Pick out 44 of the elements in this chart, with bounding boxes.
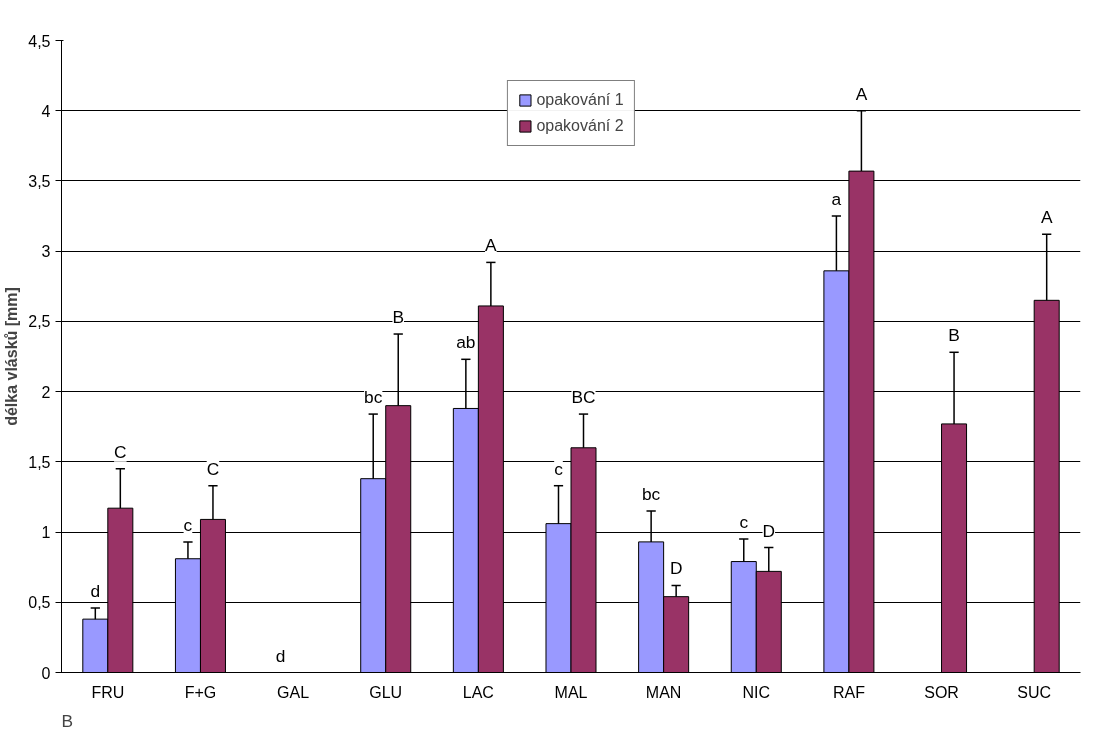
annotation: A: [855, 83, 868, 104]
x-tick-label: NIC: [742, 683, 771, 701]
legend-label: opakování 1: [536, 91, 624, 109]
x-tick-label: MAL: [554, 683, 588, 701]
annotation: ab: [456, 332, 476, 353]
annotation: C: [206, 458, 220, 479]
annotation: D: [669, 558, 683, 579]
annotation: c: [183, 514, 193, 535]
x-tick-label: MAN: [645, 683, 682, 701]
y-tick-label: 0,5: [28, 594, 51, 612]
annotation: d: [90, 580, 101, 601]
y-tick-label: 3: [41, 243, 51, 261]
annotation: c: [739, 512, 749, 533]
x-tick-label: LAC: [462, 683, 494, 701]
annotation: C: [114, 441, 127, 462]
annotation: A: [1040, 207, 1053, 228]
annotation: BC: [571, 387, 596, 408]
x-tick-label: SOR: [924, 683, 959, 701]
y-axis-title: délka vlásků [mm]: [3, 287, 21, 426]
y-tick-label: 0: [41, 664, 51, 682]
x-tick-label: GAL: [277, 683, 310, 701]
annotation: B: [392, 307, 405, 328]
y-tick-label: 2,5: [28, 313, 51, 331]
y-tick-label: 4,5: [28, 32, 51, 50]
text: B: [61, 710, 74, 731]
x-tick-label: FRU: [91, 683, 125, 701]
legend-label: opakování 2: [536, 117, 624, 135]
y-tick-label: 4: [41, 102, 51, 120]
annotation: bc: [364, 387, 383, 408]
y-tick-label: 3,5: [28, 172, 51, 190]
annotation: c: [554, 458, 564, 479]
y-tick-label: 1: [41, 524, 51, 542]
annotation: d: [275, 645, 286, 666]
x-tick-label: GLU: [369, 683, 403, 701]
x-tick-label: RAF: [832, 683, 866, 701]
x-tick-label: F+G: [184, 683, 217, 701]
annotation: bc: [641, 483, 661, 504]
annotation: a: [831, 189, 842, 210]
y-tick-label: 2: [41, 383, 51, 401]
annotation: A: [485, 235, 498, 256]
x-tick-label: SUC: [1017, 683, 1052, 701]
annotation: B: [948, 325, 960, 346]
annotation: D: [762, 520, 776, 541]
y-tick-label: 1,5: [28, 453, 51, 471]
